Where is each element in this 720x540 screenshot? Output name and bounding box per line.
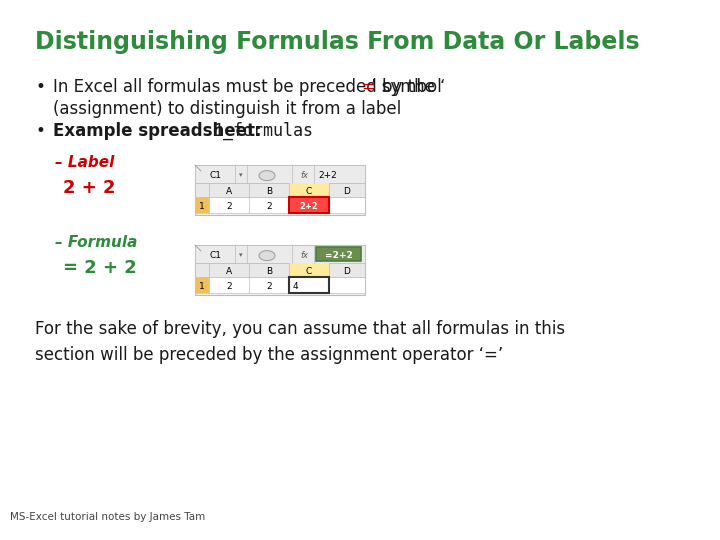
Bar [195, 245, 365, 263]
Bar [195, 277, 365, 293]
Text: 1_formulas: 1_formulas [213, 122, 313, 140]
Text: 1: 1 [199, 201, 205, 211]
Text: Example spreadsheet:: Example spreadsheet: [53, 122, 267, 140]
Text: •: • [35, 122, 45, 140]
Bar [195, 245, 365, 295]
Text: 2+2: 2+2 [300, 201, 318, 211]
Bar [195, 165, 365, 183]
Bar [289, 263, 329, 277]
Text: ▾: ▾ [239, 252, 243, 258]
Text: 4: 4 [293, 281, 299, 291]
Text: ▾: ▾ [239, 172, 243, 178]
Text: C1: C1 [209, 171, 221, 180]
Text: D: D [343, 187, 351, 196]
Text: In Excel all formulas must be preceded by the ‘: In Excel all formulas must be preceded b… [53, 78, 446, 96]
Bar [316, 247, 361, 261]
Bar [195, 277, 209, 293]
Bar [195, 263, 365, 277]
Text: C1: C1 [209, 251, 221, 260]
Text: =: = [361, 78, 375, 96]
Text: = 2 + 2: = 2 + 2 [63, 259, 137, 277]
Bar [289, 197, 329, 213]
Text: Distinguishing Formulas From Data Or Labels: Distinguishing Formulas From Data Or Lab… [35, 30, 639, 54]
Text: A: A [226, 187, 232, 196]
Text: 2: 2 [226, 201, 232, 211]
Text: 2+2: 2+2 [318, 171, 337, 180]
Text: ’ symbol: ’ symbol [371, 78, 442, 96]
Text: A: A [226, 267, 232, 276]
Text: B: B [266, 187, 272, 196]
Text: 1: 1 [199, 281, 205, 291]
Text: – Label: – Label [55, 155, 114, 170]
Text: C: C [306, 267, 312, 276]
Text: 2: 2 [266, 281, 272, 291]
Text: 2: 2 [226, 281, 232, 291]
Text: B: B [266, 267, 272, 276]
Text: D: D [343, 267, 351, 276]
Text: =2+2: =2+2 [325, 251, 352, 260]
Text: fx: fx [300, 171, 308, 180]
Text: •: • [35, 78, 45, 96]
Text: MS-Excel tutorial notes by James Tam: MS-Excel tutorial notes by James Tam [10, 512, 205, 522]
Ellipse shape [259, 171, 275, 180]
Text: – Formula: – Formula [55, 235, 138, 250]
Text: 2+2: 2+2 [300, 201, 318, 211]
Bar [195, 197, 209, 213]
Text: (assignment) to distinguish it from a label: (assignment) to distinguish it from a la… [53, 100, 401, 118]
Text: fx: fx [300, 251, 308, 260]
Text: C: C [306, 187, 312, 196]
Text: For the sake of brevity, you can assume that all formulas in this
section will b: For the sake of brevity, you can assume … [35, 320, 565, 364]
Bar [195, 197, 365, 213]
Bar [195, 183, 365, 197]
Ellipse shape [259, 251, 275, 261]
Text: 2 + 2: 2 + 2 [63, 179, 115, 197]
Bar [195, 165, 365, 215]
Bar [289, 183, 329, 197]
Bar [289, 277, 329, 293]
Text: 2: 2 [266, 201, 272, 211]
